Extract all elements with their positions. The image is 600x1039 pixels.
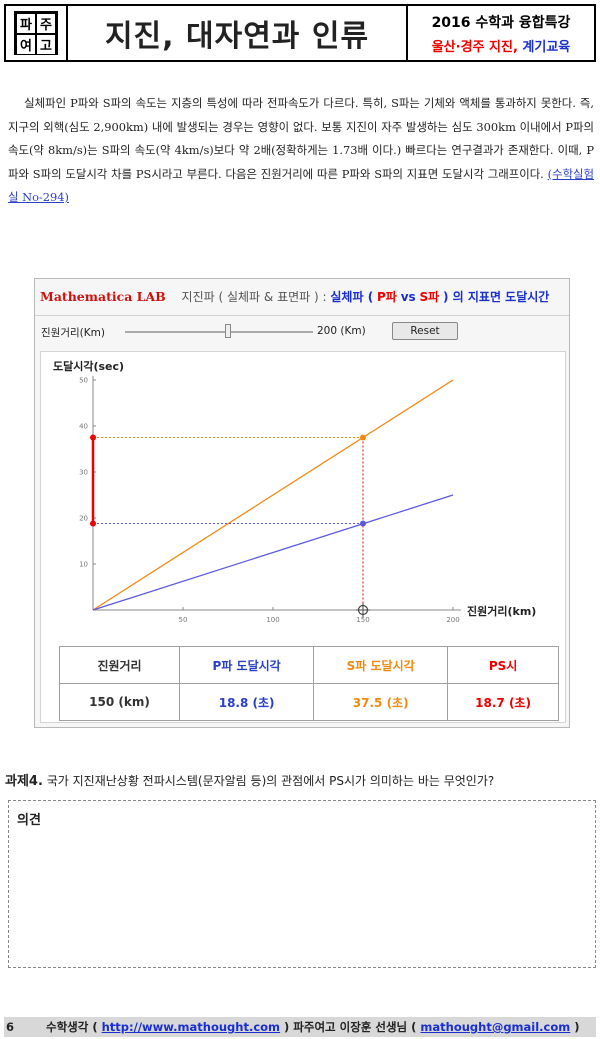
lab-title-p: P파 bbox=[377, 290, 397, 304]
reference-link[interactable]: (수학실험실 No-294) bbox=[8, 166, 595, 205]
lab-title-vs: vs bbox=[400, 290, 416, 304]
table-cell: 18.7 (초) bbox=[447, 683, 559, 721]
table-cell: 18.8 (초) bbox=[179, 683, 315, 721]
result-table: 진원거리 P파 도달시각 S파 도달시각 PS시 150 (km) 18.8 (… bbox=[58, 646, 559, 721]
footer-text: 수학생각 ( bbox=[46, 1020, 98, 1034]
table-header-row: 진원거리 P파 도달시각 S파 도달시각 PS시 bbox=[58, 646, 559, 684]
chart-panel: 도달시각(sec) 진원거리(km) 50 100 150 200 10 20 30 40 50 진… bbox=[40, 351, 566, 723]
intro-text: 실체파인 P파와 S파의 속도는 지층의 특성에 따라 전파속도가 다르다. 특… bbox=[8, 96, 595, 181]
distance-slider[interactable] bbox=[125, 331, 313, 333]
website-link[interactable]: http://www.mathought.com bbox=[101, 1020, 281, 1034]
logo-char: 주 bbox=[37, 14, 55, 33]
p-wave-point bbox=[360, 520, 366, 527]
y-axis-label: 도달시각(sec) bbox=[53, 359, 124, 373]
x-tick-label: 200 bbox=[446, 616, 459, 624]
mathematica-lab-panel: Mathematica LAB 지진파 ( 실체파 & 표면파 ) : 실체파 … bbox=[34, 278, 570, 728]
lab-title-tail: ) 의 지표면 도달시간 bbox=[443, 290, 550, 304]
series-line bbox=[92, 494, 454, 611]
table-header: 진원거리 bbox=[58, 646, 181, 684]
arrival-time-chart: 도달시각(sec) 진원거리(km) 50 100 150 200 10 20 30 40 50 bbox=[53, 359, 536, 624]
x-axis-label: 진원거리(km) bbox=[467, 604, 536, 618]
subtitle-top: 2016 수학과 융합특강 bbox=[431, 14, 571, 31]
y-tick-label: 50 bbox=[79, 377, 88, 385]
task-question: 과제4. 국가 지진재난상황 전파시스템(문자알림 등)의 관점에서 PS시가 … bbox=[5, 770, 494, 789]
footer-text: ) bbox=[574, 1020, 580, 1034]
distance-slider-thumb[interactable] bbox=[225, 324, 232, 338]
table-header: S파 도달시각 bbox=[313, 646, 449, 684]
y-tick-label: 30 bbox=[79, 469, 88, 477]
lab-title-gray: 지진파 ( 실체파 & 표면파 ) : bbox=[181, 290, 327, 304]
distance-control-value: 200 (Km) bbox=[317, 325, 366, 337]
opinion-label: 의견 bbox=[17, 813, 41, 828]
distance-control-label: 진원거리(Km) bbox=[41, 327, 105, 339]
ps-bottom-point bbox=[90, 520, 96, 527]
page-header: 파 주 여 고 지진, 대자연과 인류 2016 수학과 융합특강 울산·경주 … bbox=[4, 4, 596, 62]
logo-char: 파 bbox=[17, 14, 35, 33]
logo-char: 고 bbox=[37, 35, 55, 54]
school-logo: 파 주 여 고 bbox=[6, 6, 68, 60]
task-label: 과제4. bbox=[5, 774, 43, 789]
lab-divider bbox=[35, 315, 569, 316]
x-tick-label: 150 bbox=[356, 616, 369, 624]
table-cell: 150 (km) bbox=[58, 683, 181, 721]
lab-title-s: S파 bbox=[419, 290, 440, 304]
reset-button[interactable]: Reset bbox=[392, 322, 458, 340]
table-header: PS시 bbox=[447, 646, 559, 684]
task-text: 국가 지진재난상황 전파시스템(문자알림 등)의 관점에서 PS시가 의미하는 … bbox=[46, 774, 495, 788]
x-tick-label: 100 bbox=[266, 616, 279, 624]
y-tick-label: 40 bbox=[79, 423, 88, 431]
subtitle-red: 울산·경주 지진, bbox=[431, 39, 518, 55]
subtitle-blue: 계기교육 bbox=[522, 39, 571, 55]
header-subtitle: 2016 수학과 융합특강 울산·경주 지진, 계기교육 bbox=[408, 6, 594, 60]
page-footer: 6 수학생각 ( http://www.mathought.com ) 파주여고… bbox=[4, 1017, 596, 1037]
page-number: 6 bbox=[6, 1020, 15, 1034]
intro-paragraph: 실체파인 P파와 S파의 속도는 지층의 특성에 따라 전파속도가 다르다. 특… bbox=[8, 92, 594, 210]
page-title: 지진, 대자연과 인류 bbox=[68, 6, 408, 60]
email-link[interactable]: mathought@gmail.com bbox=[420, 1020, 571, 1034]
table-header: P파 도달시각 bbox=[179, 646, 315, 684]
lab-title-blue: 실체파 ( bbox=[330, 290, 374, 304]
series-line bbox=[92, 379, 454, 611]
subtitle-bottom: 울산·경주 지진, 계기교육 bbox=[432, 36, 571, 55]
y-tick-label: 20 bbox=[79, 515, 88, 523]
table-row: 150 (km) 18.8 (초) 37.5 (초) 18.7 (초) bbox=[58, 683, 559, 721]
s-wave-point bbox=[360, 434, 366, 441]
y-tick-label: 10 bbox=[79, 561, 88, 569]
logo-mark: 파 주 여 고 bbox=[14, 11, 58, 55]
lab-title: Mathematica LAB 지진파 ( 실체파 & 표면파 ) : 실체파 … bbox=[40, 288, 549, 305]
lab-brand: Mathematica LAB bbox=[40, 289, 166, 304]
footer-text: ) 파주여고 이장훈 선생님 ( bbox=[284, 1020, 417, 1034]
table-cell: 37.5 (초) bbox=[313, 683, 449, 721]
opinion-box[interactable]: 의견 bbox=[8, 800, 596, 968]
x-tick-label: 50 bbox=[179, 616, 188, 624]
logo-char: 여 bbox=[17, 35, 35, 54]
ps-top-point bbox=[90, 434, 96, 441]
